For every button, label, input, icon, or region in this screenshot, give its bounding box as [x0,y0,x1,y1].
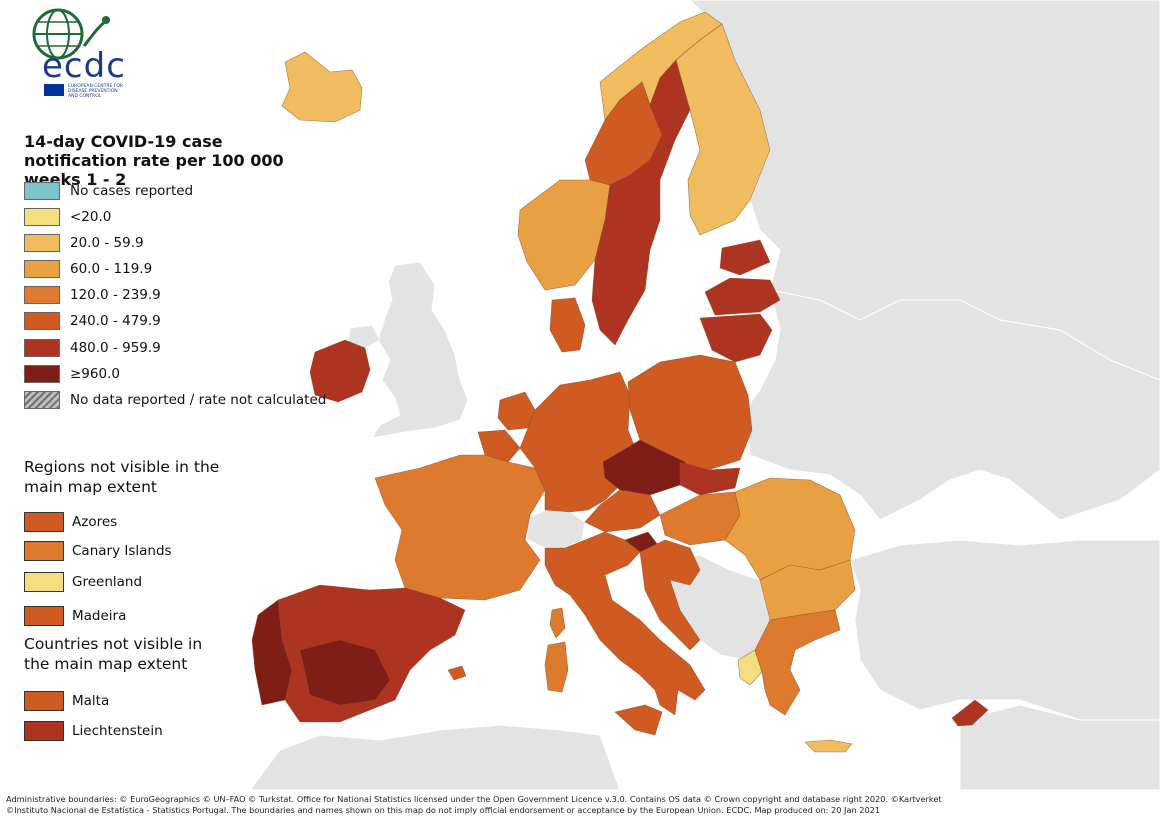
legend-label: 60.0 - 119.9 [70,261,153,277]
ecdc-org-name: EUROPEAN CENTRE FOR DISEASE PREVENTION A… [68,84,123,99]
region-ireland [309,339,371,403]
inset-label: Liechtenstein [72,723,163,739]
legend-swatch [24,260,60,278]
region-lithuania [699,313,773,363]
non-eu-land [249,0,1160,791]
legend-swatch [24,234,60,252]
credits-line: ©Instituto Nacional de Estatística - Sta… [6,805,881,815]
inset-region-item: Madeira [24,605,126,627]
region-denmark [549,297,586,353]
region-iceland [281,51,363,123]
inset-label: Canary Islands [72,543,172,559]
legend-item: ≥960.0 [24,364,120,384]
region-austria [584,489,661,533]
legend-label: 480.0 - 959.9 [70,340,161,356]
region-greece-west [737,649,763,686]
org-name-line: EUROPEAN CENTRE FOR [68,84,123,89]
legend-label: <20.0 [70,209,112,225]
region-sicily [614,704,663,736]
region-latvia [704,277,781,316]
legend-title: 14-day COVID-19 case notification rate p… [24,132,284,189]
legend-swatch [24,208,60,226]
legend-item: <20.0 [24,207,111,227]
ecdc-wordmark: ecdc [42,46,126,86]
inset-label: Malta [72,693,110,709]
legend-label: No cases reported [70,183,194,199]
region-belgium [477,429,521,463]
inset-region-item: Azores [24,511,117,533]
region-crete [804,739,853,753]
inset-swatch [24,721,64,741]
inset-label: Greenland [72,574,143,590]
countries-not-visible-title: Countries not visible in the main map ex… [24,635,203,673]
ecdc-globe-icon [32,8,110,96]
inset-swatch [24,691,64,711]
inset-label: Azores [72,514,118,530]
region-slovakia [679,461,741,496]
inset-swatch [24,572,64,592]
legend-swatch [24,182,60,200]
region-greece [754,609,841,716]
org-name-line: AND CONTROL [68,94,102,99]
regions-not-visible-title: Regions not visible in the main map exte… [24,458,220,496]
ecdc-logo: ecdc EUROPEAN CENTRE FOR DISEASE PREVENT… [22,6,142,106]
inset-label: Madeira [72,608,127,624]
org-name-line: DISEASE PREVENTION [68,89,118,94]
map-credits: Administrative boundaries: © EuroGeograp… [6,794,1156,816]
region-sweden [591,59,691,346]
legend-label: 240.0 - 479.9 [70,313,161,329]
middle-east-land [959,704,1160,791]
inset-swatch [24,541,64,561]
region-portugal [251,599,293,706]
legend-item: No data reported / rate not calculated [24,390,326,410]
credits-line: Administrative boundaries: © EuroGeograp… [6,794,942,804]
region-cyprus [951,699,989,727]
legend-swatch [24,365,60,383]
inset-country-item: Malta [24,690,109,712]
legend-swatch [24,286,60,304]
legend-item: 240.0 - 479.9 [24,311,161,331]
north-africa-land [249,724,621,791]
legend-item: 60.0 - 119.9 [24,259,152,279]
legend-item: 20.0 - 59.9 [24,233,144,253]
legend-item: No cases reported [24,181,193,201]
region-corsica [549,607,566,639]
legend-item: 120.0 - 239.9 [24,285,161,305]
region-france [374,454,546,601]
legend-label: 120.0 - 239.9 [70,287,161,303]
region-estonia [719,239,771,276]
great-britain-land [370,261,469,439]
eu-regions [251,11,989,753]
region-italy [544,531,706,716]
region-balearic [447,665,467,681]
legend-label: No data reported / rate not calculated [70,392,327,408]
legend-swatch [24,312,60,330]
legend-label: 20.0 - 59.9 [70,235,144,251]
region-spain-central [299,639,391,706]
switzerland-land [524,509,586,549]
legend-swatch-hatched [24,391,60,409]
region-sardinia [544,641,569,693]
inset-region-item: Canary Islands [24,540,172,562]
region-croatia [639,539,701,651]
inset-region-item: Greenland [24,571,142,593]
turkey-land [849,539,1160,721]
legend-label: ≥960.0 [70,366,120,382]
inset-country-item: Liechtenstein [24,720,163,742]
legend-item: 480.0 - 959.9 [24,338,161,358]
legend-swatch [24,339,60,357]
inset-swatch [24,606,64,626]
inset-swatch [24,512,64,532]
region-finland [675,23,771,236]
